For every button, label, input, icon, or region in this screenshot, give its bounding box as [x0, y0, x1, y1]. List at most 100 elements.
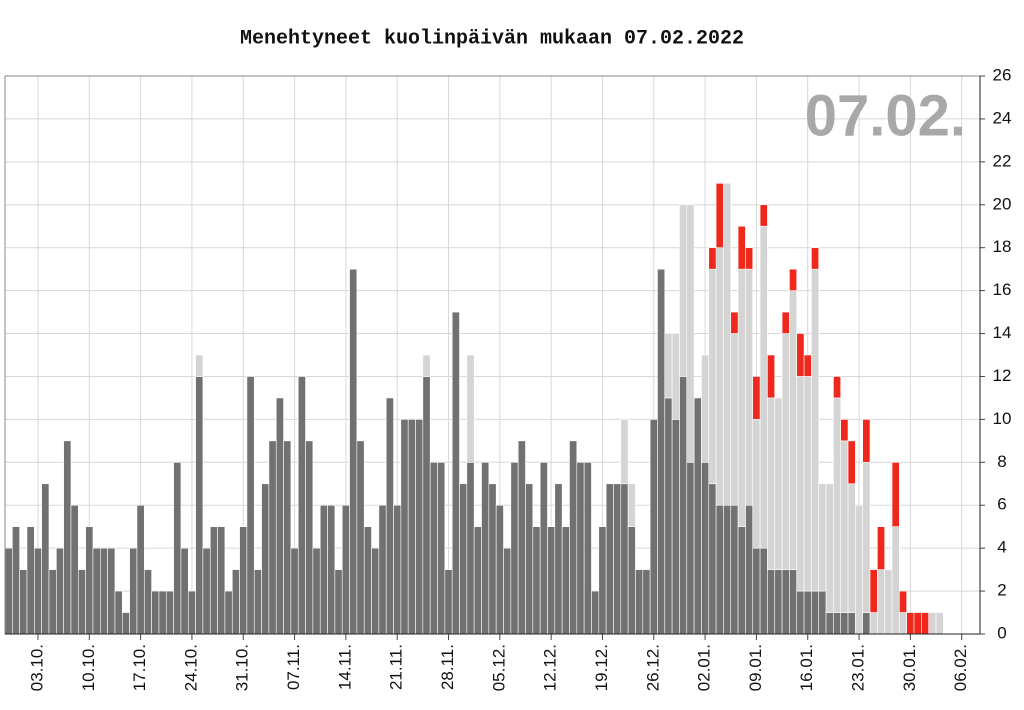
bar-segment: [283, 440, 292, 635]
bar-segment: [275, 397, 284, 635]
bar-segment: [195, 354, 204, 377]
bar-segment: [349, 268, 358, 635]
bar-segment: [789, 268, 798, 291]
bar-segment: [121, 612, 130, 635]
bar-segment: [796, 590, 805, 635]
bar-segment: [869, 569, 878, 613]
bar-segment: [459, 483, 468, 635]
bar-segment: [26, 526, 35, 635]
x-tick-label: 19.12.: [592, 644, 611, 691]
bar-segment: [466, 354, 475, 463]
bar-segment: [334, 569, 343, 635]
x-tick-label: 05.12.: [489, 644, 508, 691]
bar-segment: [767, 569, 776, 635]
bar-segment: [78, 569, 86, 635]
bar-segment: [737, 268, 746, 527]
bar-segment: [165, 590, 174, 635]
bar-segment: [664, 397, 673, 635]
bar-segment: [752, 419, 761, 549]
bar-segment: [620, 419, 629, 485]
bar-segment: [642, 569, 651, 635]
x-tick-label: 03.10.: [27, 644, 46, 691]
bar-segment: [818, 483, 827, 592]
bar-segment: [840, 419, 849, 442]
bar-segment: [862, 462, 871, 613]
x-tick-label: 26.12.: [643, 644, 662, 691]
bar-segment: [151, 590, 160, 635]
x-tick-label: 21.11.: [387, 644, 406, 690]
bar-segment: [429, 462, 438, 635]
bar-segment: [591, 590, 600, 635]
bar-segment: [41, 483, 50, 635]
bar-segment: [862, 612, 871, 635]
bar-segment: [187, 590, 196, 635]
bar-segment: [759, 204, 768, 227]
bar-segment: [290, 547, 299, 635]
bar-segment: [833, 612, 842, 635]
bar-segment: [767, 397, 776, 570]
bar-segment: [525, 483, 534, 635]
bar-segment: [818, 590, 827, 635]
bar-segment: [745, 504, 754, 635]
bar-segment: [100, 547, 108, 635]
bar-segment: [561, 526, 570, 635]
bar-segment: [803, 354, 812, 377]
bar-segment: [752, 547, 761, 635]
bar-segment: [158, 590, 167, 635]
bar-segment: [466, 462, 475, 635]
bar-segment: [803, 376, 812, 592]
bar-segment: [363, 526, 372, 635]
bar-segment: [598, 526, 607, 635]
y-tick-label: 14: [993, 323, 1012, 342]
bar-segment: [627, 483, 636, 527]
bar-segment: [811, 590, 820, 635]
bar-segment: [862, 419, 871, 463]
bar-segment: [327, 504, 336, 635]
y-tick-label: 16: [993, 280, 1012, 299]
bar-segment: [781, 569, 790, 635]
bar-segment: [407, 419, 416, 635]
bar-segment: [847, 440, 856, 485]
bar-segment: [180, 547, 189, 635]
date-annotation: 07.02.: [805, 83, 966, 148]
bar-segment: [253, 569, 262, 635]
bar-segment: [583, 462, 592, 635]
x-tick-label: 06.02.: [951, 644, 970, 691]
y-tick-label: 4: [997, 538, 1006, 557]
bar-segment: [679, 204, 688, 377]
bar-segment: [906, 612, 915, 635]
x-tick-label: 23.01.: [849, 644, 868, 691]
y-tick-label: 22: [993, 151, 1012, 170]
y-tick-label: 0: [997, 623, 1006, 642]
x-tick-label: 10.10.: [79, 644, 98, 691]
bar-segment: [877, 569, 885, 635]
bar-segment: [825, 612, 834, 635]
bar-segment: [796, 333, 805, 377]
bar-segment: [107, 547, 116, 635]
y-tick-label: 8: [997, 452, 1006, 471]
x-tick-label: 31.10.: [233, 644, 252, 691]
bar-segment: [723, 183, 732, 506]
y-tick-label: 10: [993, 409, 1012, 428]
bar-segment: [554, 483, 563, 635]
bar-segment: [833, 397, 842, 613]
bar-segment: [473, 526, 482, 635]
bar-segment: [840, 440, 849, 613]
bar-segment: [708, 268, 717, 485]
bar-segment: [774, 397, 783, 570]
bar-segment: [759, 225, 768, 549]
bar-segment: [481, 462, 490, 635]
bar-segment: [319, 504, 328, 635]
bar-segment: [12, 526, 20, 635]
bar-segment: [129, 547, 138, 635]
x-tick-label: 07.11.: [284, 644, 303, 690]
bar-segment: [796, 376, 805, 592]
bar-segment: [723, 504, 732, 635]
bar-segment: [239, 526, 248, 635]
y-tick-label: 6: [997, 495, 1006, 514]
bar-segment: [136, 504, 145, 635]
bar-segment: [745, 268, 754, 506]
bar-segment: [781, 311, 790, 334]
bar-segment: [679, 376, 688, 635]
bar-segment: [261, 483, 270, 635]
